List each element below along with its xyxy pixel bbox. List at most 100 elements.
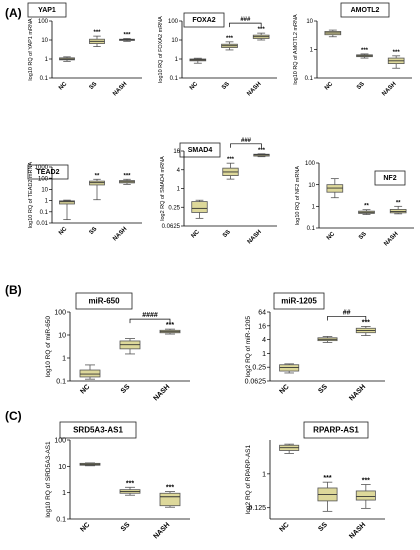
x-tick-label: NC (278, 383, 290, 395)
x-tick-label: NC (79, 383, 91, 395)
chart-mir1205: miR-1205 0.0625 0.25 1 4 16 64 log2 RQ of miR-1… (245, 292, 385, 402)
box-nc (189, 57, 207, 64)
y-tick-label: 100 (38, 19, 49, 25)
y-tick-label: 0.25 (168, 205, 180, 211)
title-box (340, 2, 390, 18)
section-label-b: (B) (5, 283, 22, 297)
significance-label: *** (166, 322, 174, 329)
title-box (374, 170, 406, 186)
chart-title-text: FOXA2 (192, 17, 215, 24)
title-box (303, 421, 369, 439)
bracket-line (327, 316, 367, 321)
panel-rparp: RPARP-AS1 0.125 1 log2 RQ of RPARP-AS1 NC ***… (230, 420, 395, 545)
y-tick-label: 0.1 (307, 226, 316, 232)
bracket-label: #### (142, 312, 158, 319)
box-nash (355, 484, 376, 509)
bracket-label: ## (343, 309, 351, 316)
significance-bracket: ## (327, 309, 367, 321)
title-box (75, 292, 133, 310)
chart-title: SRD5A3-AS1 (59, 421, 137, 439)
x-tick-label: NASH (112, 81, 128, 97)
y-tick-label: 0.1 (40, 76, 49, 82)
chart-title-text: miR-650 (88, 297, 120, 306)
bracket-line (230, 143, 262, 148)
significance-label: *** (361, 48, 369, 54)
y-tick-label: 1 (177, 187, 181, 193)
x-tick-label: NC (326, 231, 337, 242)
x-tick-label: NASH (152, 521, 171, 540)
y-axis-label: log10 RQ of YAP1 mRNA (28, 18, 34, 80)
panel-mir1205: miR-1205 0.0625 0.25 1 4 16 64 log2 RQ of miR-1… (230, 290, 395, 405)
x-tick-label: SS (358, 231, 368, 241)
y-tick-label: 100 (38, 176, 49, 182)
significance-label: *** (258, 27, 266, 33)
x-tick-label: SS (222, 229, 232, 239)
title-box (59, 421, 137, 439)
box-nash (119, 178, 135, 185)
box-ss (89, 178, 105, 201)
y-tick-label: 0.0625 (245, 378, 267, 385)
box-nc (59, 56, 75, 62)
chart-title: AMOTL2 (340, 2, 390, 18)
x-tick-label: SS (89, 81, 99, 91)
panel-nf2: NF2 0.1 1 10 100 log10 RQ of NF2 mRNA NC ** SS **… (285, 145, 420, 250)
significance-label: ** (364, 204, 369, 210)
significance-label: *** (123, 173, 131, 179)
x-tick-label: NASH (152, 383, 171, 402)
x-tick-label: NC (79, 521, 91, 533)
chart-title: NF2 (374, 170, 406, 186)
y-tick-label: 4 (262, 337, 266, 344)
y-tick-label: 0.1 (40, 210, 49, 216)
y-tick-label: 100 (305, 161, 316, 167)
box-nash (119, 38, 135, 42)
significance-label: *** (258, 148, 266, 154)
box-nc (79, 364, 101, 380)
chart-title-text: TEAD2 (37, 169, 60, 176)
significance-bracket: #### (129, 312, 171, 324)
box-nash (159, 328, 181, 335)
y-tick-label: 1 (310, 48, 314, 54)
x-tick-label: SS (120, 521, 132, 533)
y-tick-label: 10 (41, 38, 48, 44)
significance-label: *** (126, 480, 134, 487)
chart-nf2: NF2 0.1 1 10 100 log10 RQ of NF2 mRNA NC ** SS **… (295, 161, 414, 247)
y-tick-label: 16 (173, 149, 180, 155)
x-tick-label: NASH (383, 231, 399, 247)
x-tick-label: NC (58, 226, 69, 237)
y-tick-label: 100 (54, 309, 66, 316)
y-tick-label: 4 (177, 168, 181, 174)
y-tick-label: 0.1 (170, 76, 179, 82)
box-nash (253, 153, 270, 158)
panel-smad4: SMAD4 0.0625 0.25 1 4 16 log2 RQ of SMAD4 mRNA… (150, 133, 285, 248)
chart-title-text: SMAD4 (188, 147, 213, 154)
panel-amotl2: AMOTL2 0.1 1 10 log10 RQ of AMOTL2 mRNA NC ***… (285, 2, 420, 98)
bracket-label: ### (241, 138, 252, 144)
y-tick-label: 1 (62, 355, 66, 362)
box-ss (119, 338, 141, 355)
x-tick-label: NASH (112, 226, 128, 242)
y-tick-label: 1 (312, 204, 316, 210)
box-nc (326, 178, 344, 199)
chart-title-text: AMOTL2 (351, 7, 380, 14)
significance-label: ** (95, 173, 100, 179)
title-box (27, 164, 69, 180)
y-axis-label: log10 RQ of SRD5A3-AS1 (45, 441, 52, 518)
box-nc (324, 29, 342, 38)
x-tick-label: NASH (247, 229, 263, 245)
x-tick-label: NASH (348, 383, 367, 402)
significance-bracket: ### (229, 17, 262, 28)
y-tick-label: 1 (45, 199, 49, 205)
panel-foxa2: FOXA2 0.1 1 10 100 log10 RQ of FOXA2 mRNA NC **… (150, 3, 285, 98)
chart-title: miR-1205 (273, 292, 325, 310)
box-nc (59, 199, 75, 221)
y-axis-label: log2 RQ of RPARP-AS1 (245, 444, 252, 514)
x-tick-label: NC (58, 81, 69, 92)
y-tick-label: 0.25 (252, 365, 266, 372)
chart-title-text: NF2 (383, 175, 396, 182)
x-tick-label: NC (324, 81, 335, 92)
box-ss (222, 162, 239, 180)
x-tick-label: NC (278, 521, 290, 533)
y-tick-label: 1 (262, 351, 266, 358)
